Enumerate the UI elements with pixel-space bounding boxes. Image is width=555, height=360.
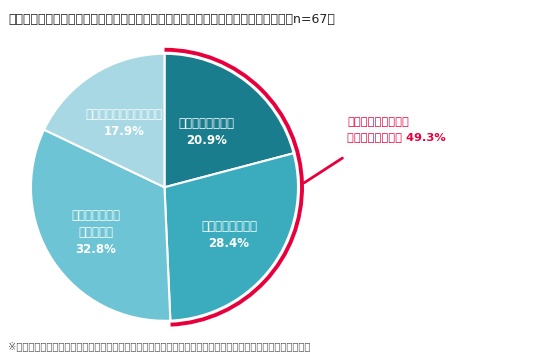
Text: 時々意識している
28.4%: 時々意識している 28.4% <box>201 220 257 250</box>
Text: 常に意識している／
時々意識している 49.3%: 常に意識している／ 時々意識している 49.3% <box>347 117 446 142</box>
Wedge shape <box>31 130 170 321</box>
Text: ※【設問２】以降のｎ数は【設問１】で「訪日外国人観光客の方が買い物されること」が「ある」と回答した数: ※【設問２】以降のｎ数は【設問１】で「訪日外国人観光客の方が買い物されること」が… <box>8 341 311 351</box>
Wedge shape <box>164 54 294 187</box>
Wedge shape <box>44 54 164 187</box>
Wedge shape <box>164 153 298 321</box>
Text: 【設問２】仕入れの際に、訪日外国人旅行者のニーズがあるか意識していますか？（n=67）: 【設問２】仕入れの際に、訪日外国人旅行者のニーズがあるか意識していますか？（n=… <box>8 13 335 26</box>
Text: 意識することは
あまりない
32.8%: 意識することは あまりない 32.8% <box>71 210 120 256</box>
Text: 常に意識している
20.9%: 常に意識している 20.9% <box>179 117 235 147</box>
Text: まったく意識していない
17.9%: まったく意識していない 17.9% <box>85 108 163 138</box>
